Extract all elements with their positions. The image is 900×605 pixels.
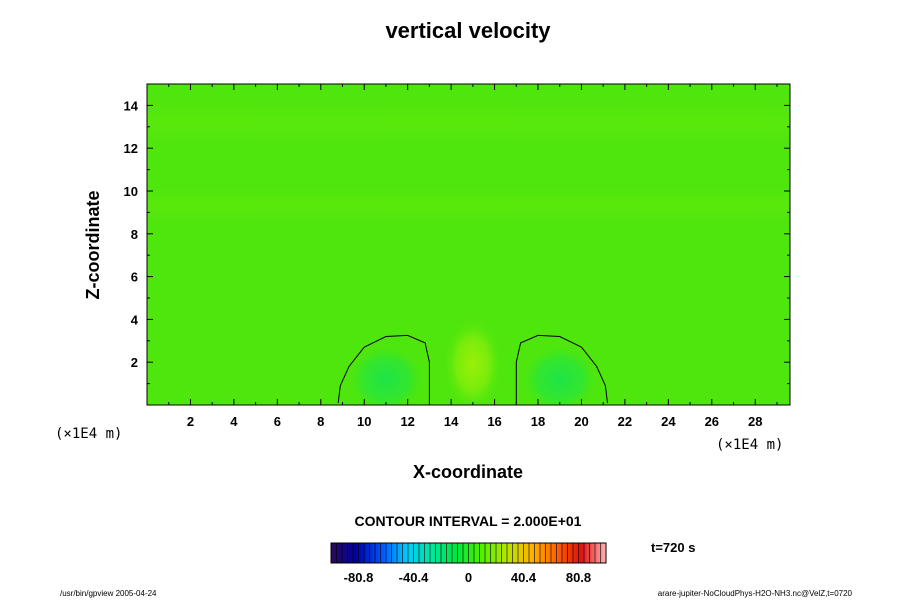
x-tick-label: 4	[230, 414, 238, 429]
y-tick-label: 14	[124, 98, 139, 113]
x-tick-label: 10	[357, 414, 371, 429]
y-tick-label: 12	[124, 141, 138, 156]
x-tick-label: 14	[444, 414, 459, 429]
footer-left: /usr/bin/gpview 2005-04-24	[60, 589, 157, 598]
y-tick-label: 10	[124, 184, 138, 199]
x-tick-label: 12	[400, 414, 414, 429]
plot-area	[147, 84, 790, 405]
chart-title: vertical velocity	[385, 18, 551, 43]
y-axis-label: Z-coordinate	[83, 190, 103, 299]
x-tick-label: 20	[574, 414, 588, 429]
x-tick-label: 28	[748, 414, 762, 429]
colorbar: -80.8 -40.4 0 40.4 80.8	[330, 542, 607, 585]
x-tick-label: 16	[487, 414, 501, 429]
y-tick-label: 4	[131, 312, 139, 327]
contour-line	[337, 334, 430, 403]
x-tick-label: 6	[274, 414, 281, 429]
y-tick-label: 6	[131, 270, 138, 285]
x-tick-label: 24	[661, 414, 676, 429]
colorbar-tick-label: -80.8	[344, 570, 374, 585]
y-tick-label: 8	[131, 227, 138, 242]
x-tick-label: 2	[187, 414, 194, 429]
x-tick-label: 18	[531, 414, 545, 429]
contour-interval-label: CONTOUR INTERVAL = 2.000E+01	[355, 513, 582, 529]
plot-frame	[146, 83, 791, 406]
colorbar-tick-label: 40.4	[511, 570, 537, 585]
x-tick-label: 26	[705, 414, 719, 429]
x-axis-label: X-coordinate	[413, 462, 523, 482]
x-tick-label: 22	[618, 414, 632, 429]
updraft-cell	[442, 316, 503, 405]
time-label: t=720 s	[651, 540, 695, 555]
y-tick-label: 2	[131, 355, 138, 370]
downdraft-cell	[519, 343, 600, 405]
colorbar-tick-label: 80.8	[566, 570, 591, 585]
x-tick-label: 8	[317, 414, 324, 429]
y-unit-label: (×1E4 m)	[55, 426, 122, 442]
footer-right: arare-jupiter-NoCloudPhys-H2O-NH3.nc@Vel…	[658, 589, 853, 598]
field-band-lower	[147, 185, 790, 225]
colorbar-tick-label: 0	[465, 570, 472, 585]
x-unit-label: (×1E4 m)	[716, 437, 783, 453]
colorbar-frame	[330, 542, 607, 564]
colorbar-tick-label: -40.4	[399, 570, 429, 585]
field-band-upper	[147, 100, 790, 146]
downdraft-cell	[345, 343, 426, 405]
contour-line	[515, 334, 608, 403]
